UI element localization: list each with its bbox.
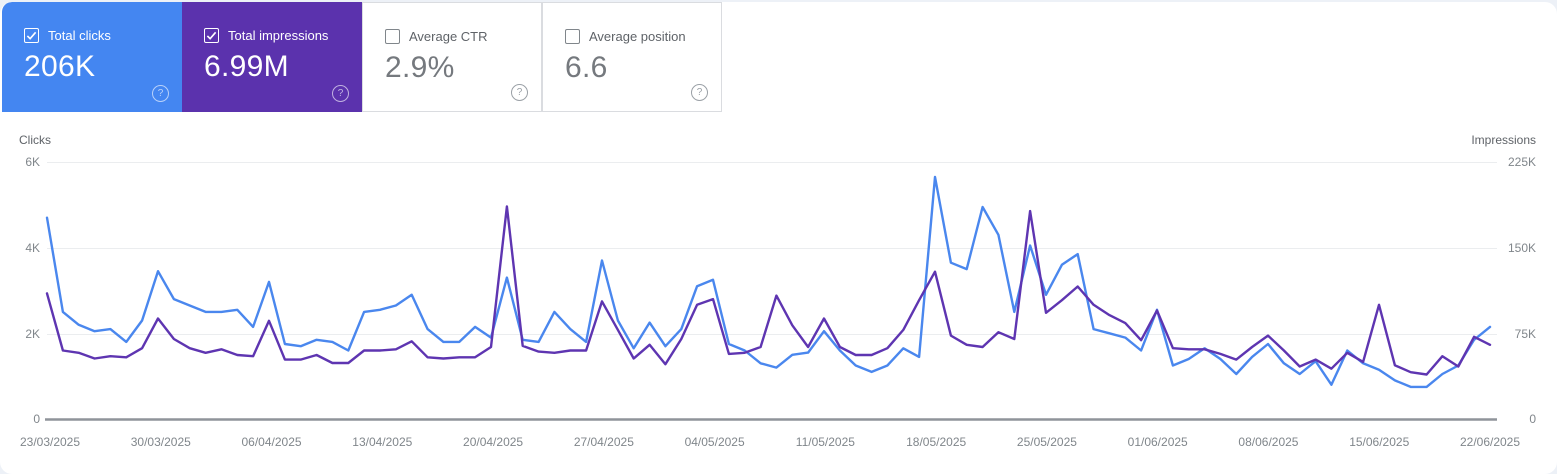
x-axis-label: 30/03/2025 bbox=[130, 435, 191, 449]
total-impressions-checkbox[interactable] bbox=[204, 28, 219, 43]
check-icon bbox=[206, 31, 217, 40]
y-axis-tick-left: 4K bbox=[25, 241, 40, 255]
x-axis-label: 22/06/2025 bbox=[1459, 435, 1521, 449]
chart-canvas[interactable] bbox=[0, 114, 1557, 474]
total-impressions-value: 6.99M bbox=[204, 50, 289, 83]
average-ctr-value: 2.9% bbox=[385, 51, 455, 84]
average-position-checkbox[interactable] bbox=[565, 29, 580, 44]
clicks-line bbox=[45, 175, 1492, 389]
x-axis-label: 27/04/2025 bbox=[573, 435, 634, 449]
x-axis-label: 01/06/2025 bbox=[1127, 435, 1188, 449]
x-axis-label: 11/05/2025 bbox=[795, 435, 855, 449]
average-position-card[interactable]: Average position 6.6 ? bbox=[542, 2, 722, 112]
average-ctr-header: Average CTR bbox=[385, 29, 488, 44]
total-clicks-header: Total clicks bbox=[24, 28, 111, 43]
x-axis-label: 23/03/2025 bbox=[19, 435, 81, 449]
y-axis-tick-right: 150K bbox=[1507, 241, 1536, 255]
average-ctr-checkbox[interactable] bbox=[385, 29, 400, 44]
y-axis-tick-left: 2K bbox=[25, 327, 40, 341]
y-axis-tick-left: 6K bbox=[25, 155, 40, 169]
total-impressions-label: Total impressions bbox=[228, 28, 329, 43]
total-clicks-card[interactable]: Total clicks 206K ? bbox=[2, 2, 182, 112]
x-axis-label: 04/05/2025 bbox=[684, 435, 745, 449]
x-axis-label: 18/05/2025 bbox=[906, 435, 967, 449]
average-position-header: Average position bbox=[565, 29, 686, 44]
average-position-label: Average position bbox=[589, 29, 686, 44]
impressions-line bbox=[45, 205, 1492, 376]
average-ctr-card[interactable]: Average CTR 2.9% ? bbox=[362, 2, 542, 112]
metric-cards: Total clicks 206K ? Total impressions 6.… bbox=[2, 2, 722, 112]
check-icon bbox=[26, 31, 37, 40]
y-axis-tick-right: 0 bbox=[1529, 412, 1536, 426]
x-axis-label: 25/05/2025 bbox=[1016, 435, 1077, 449]
total-clicks-label: Total clicks bbox=[48, 28, 111, 43]
x-axis-label: 13/04/2025 bbox=[352, 435, 413, 449]
y-axis-tick-left: 0 bbox=[33, 412, 40, 426]
performance-chart: Clicks Impressions 6K 4K 2K 0 225K 150K 75K 0 … bbox=[0, 114, 1557, 474]
average-ctr-label: Average CTR bbox=[409, 29, 488, 44]
y-axis-tick-right: 75K bbox=[1514, 327, 1536, 341]
right-axis-title: Impressions bbox=[1471, 133, 1536, 147]
x-axis-label: 20/04/2025 bbox=[463, 435, 524, 449]
left-axis-title: Clicks bbox=[19, 133, 51, 147]
y-axis-tick-right: 225K bbox=[1507, 155, 1536, 169]
help-icon[interactable]: ? bbox=[152, 85, 169, 102]
total-clicks-checkbox[interactable] bbox=[24, 28, 39, 43]
help-icon[interactable]: ? bbox=[332, 85, 349, 102]
x-axis-label: 06/04/2025 bbox=[241, 435, 302, 449]
total-impressions-header: Total impressions bbox=[204, 28, 328, 43]
total-impressions-card[interactable]: Total impressions 6.99M ? bbox=[182, 2, 362, 112]
x-axis-label: 15/06/2025 bbox=[1349, 435, 1410, 449]
help-icon[interactable]: ? bbox=[691, 84, 708, 101]
total-clicks-value: 206K bbox=[24, 50, 96, 83]
help-icon[interactable]: ? bbox=[511, 84, 528, 101]
average-position-value: 6.6 bbox=[565, 51, 608, 84]
x-axis-label: 08/06/2025 bbox=[1238, 435, 1299, 449]
